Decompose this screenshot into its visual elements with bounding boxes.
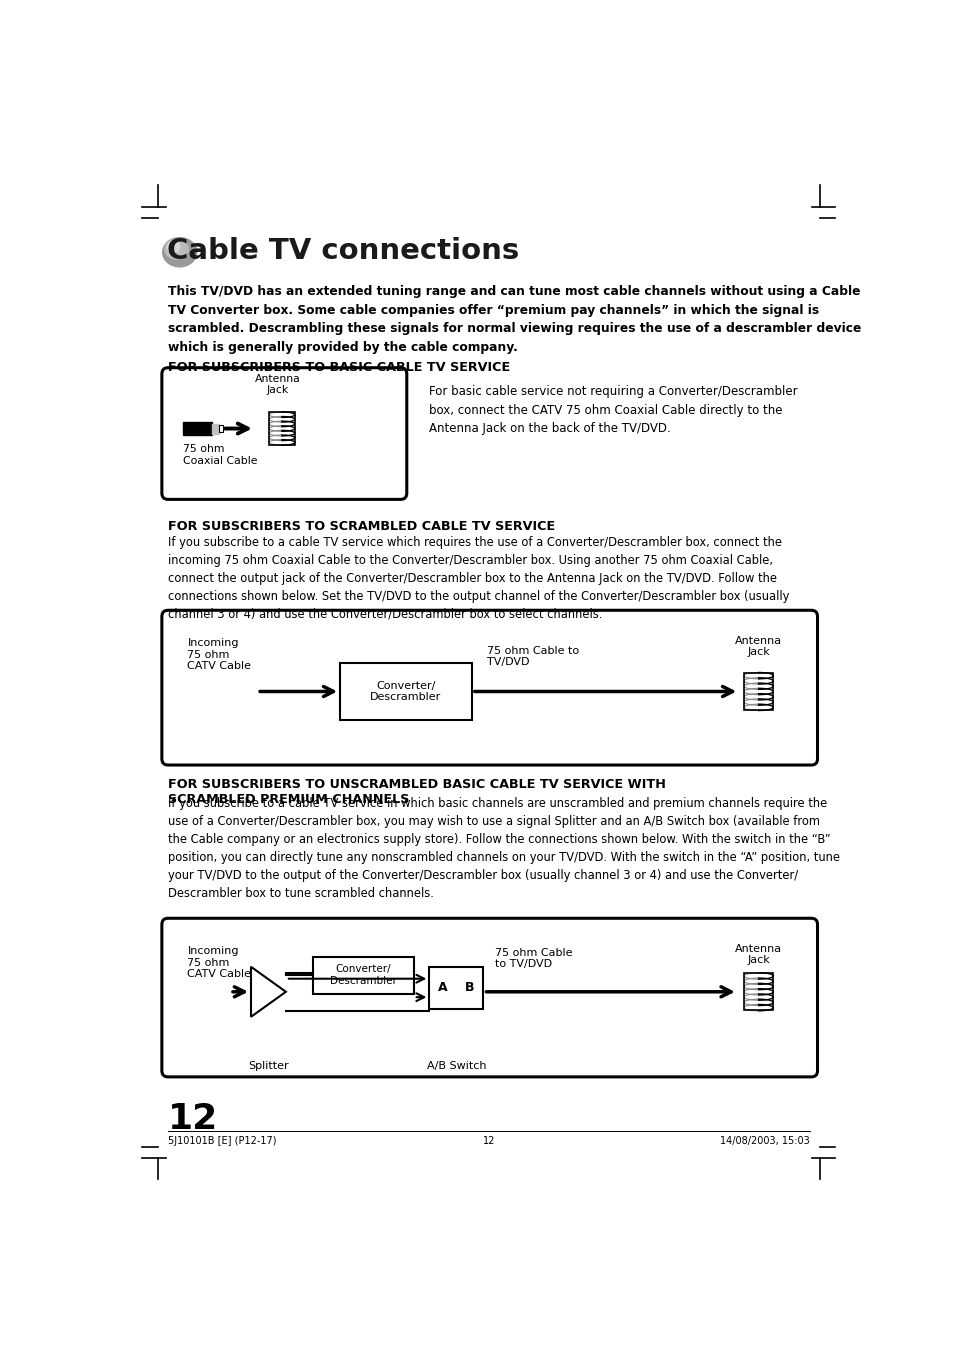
Text: FOR SUBSCRIBERS TO UNSCRAMBLED BASIC CABLE TV SERVICE WITH
SCRAMBLED PREMIUM CHA: FOR SUBSCRIBERS TO UNSCRAMBLED BASIC CAB…: [168, 778, 665, 807]
Text: Converter/
Descrambler: Converter/ Descrambler: [370, 681, 441, 703]
Bar: [269, 412, 294, 444]
Text: 75 ohm
Coaxial Cable: 75 ohm Coaxial Cable: [183, 444, 257, 466]
Bar: [212, 424, 219, 434]
Bar: [743, 973, 773, 1011]
Text: 12: 12: [482, 1136, 495, 1146]
Bar: [183, 422, 212, 435]
Text: If you subscribe to a cable TV service which requires the use of a Converter/Des: If you subscribe to a cable TV service w…: [168, 535, 789, 620]
Text: Antenna
Jack: Antenna Jack: [735, 943, 781, 965]
Text: For basic cable service not requiring a Converter/Descrambler
box, connect the C: For basic cable service not requiring a …: [429, 385, 797, 435]
Text: Converter/
Descrambler: Converter/ Descrambler: [330, 965, 396, 986]
Text: Splitter: Splitter: [248, 1062, 289, 1071]
Bar: [743, 673, 773, 711]
Text: 5J10101B [E] (P12-17): 5J10101B [E] (P12-17): [168, 1136, 276, 1146]
Text: A: A: [438, 981, 448, 994]
Text: If you subscribe to a cable TV service in which basic channels are unscrambled a: If you subscribe to a cable TV service i…: [168, 797, 840, 900]
Text: 75 ohm Cable to
TV/DVD: 75 ohm Cable to TV/DVD: [487, 646, 578, 667]
Text: FOR SUBSCRIBERS TO SCRAMBLED CABLE TV SERVICE: FOR SUBSCRIBERS TO SCRAMBLED CABLE TV SE…: [168, 520, 555, 534]
Text: Incoming
75 ohm
CATV Cable: Incoming 75 ohm CATV Cable: [187, 946, 252, 979]
Text: 14/08/2003, 15:03: 14/08/2003, 15:03: [720, 1136, 809, 1146]
Text: Antenna
Jack: Antenna Jack: [735, 636, 781, 658]
FancyBboxPatch shape: [162, 919, 817, 1077]
Text: 12: 12: [168, 1101, 218, 1136]
Ellipse shape: [167, 242, 179, 253]
FancyBboxPatch shape: [162, 611, 817, 765]
Text: Cable TV connections: Cable TV connections: [167, 236, 519, 265]
Bar: [313, 957, 414, 994]
Text: This TV/DVD has an extended tuning range and can tune most cable channels withou: This TV/DVD has an extended tuning range…: [168, 285, 861, 354]
Text: FOR SUBSCRIBERS TO BASIC CABLE TV SERVICE: FOR SUBSCRIBERS TO BASIC CABLE TV SERVIC…: [168, 361, 510, 374]
Text: 75 ohm Cable
to TV/DVD: 75 ohm Cable to TV/DVD: [495, 947, 572, 969]
Bar: [340, 662, 472, 720]
Text: A/B Switch: A/B Switch: [426, 1062, 486, 1071]
FancyBboxPatch shape: [162, 367, 406, 500]
Ellipse shape: [165, 239, 188, 259]
Text: Antenna
Jack: Antenna Jack: [255, 374, 301, 396]
Ellipse shape: [162, 238, 196, 267]
Text: B: B: [464, 981, 474, 994]
Bar: [219, 426, 223, 432]
Text: Incoming
75 ohm
CATV Cable: Incoming 75 ohm CATV Cable: [187, 638, 252, 671]
Bar: [429, 967, 483, 1009]
Polygon shape: [251, 967, 286, 1017]
